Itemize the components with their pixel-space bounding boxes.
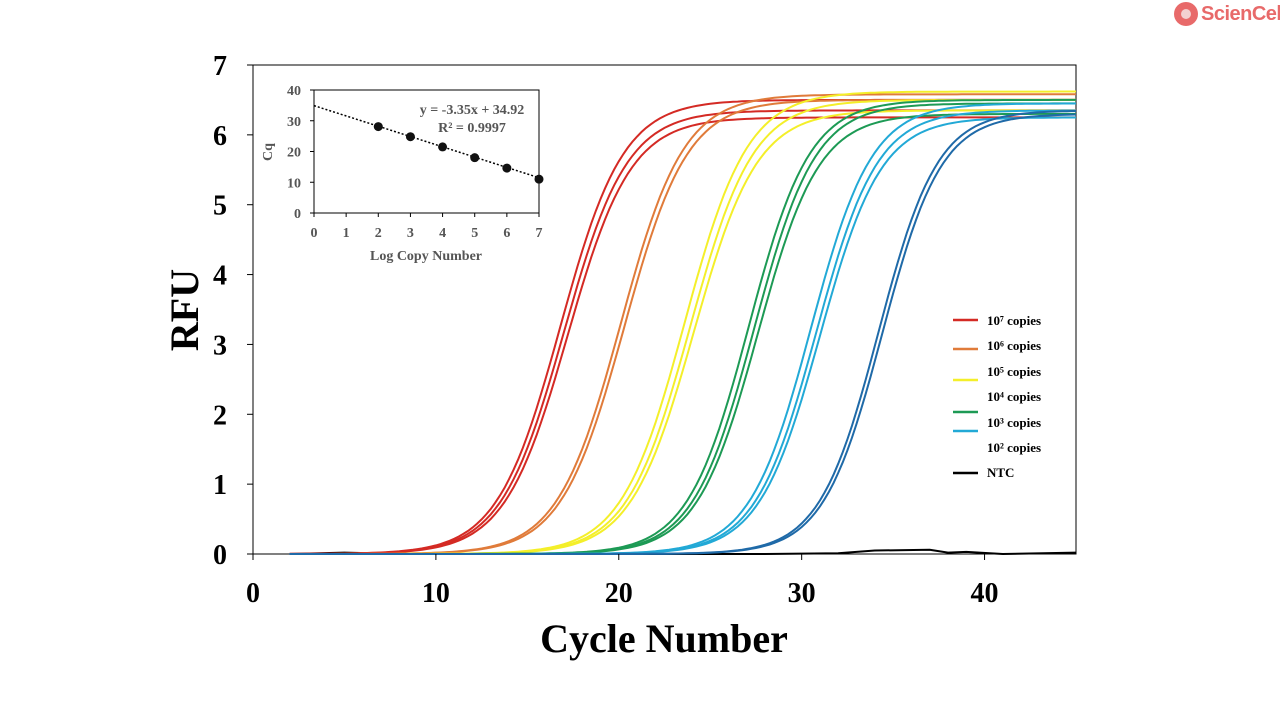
inset-x-tick-label: 4	[439, 226, 446, 241]
inset-data-point	[438, 142, 448, 152]
legend-label: 10³ copies	[987, 415, 1041, 430]
x-axis-ticks: 0 10 20 30 40	[246, 554, 999, 609]
inset-y-tick-label: 20	[287, 146, 301, 161]
inset-y-tick-label: 30	[287, 115, 301, 130]
y-axis-title: RFU	[162, 269, 207, 351]
y-tick-label: 4	[213, 261, 227, 292]
legend-label: 10⁶ copies	[987, 338, 1041, 353]
inset-equation: y = -3.35x + 34.92	[420, 103, 525, 118]
inset-data-point	[534, 174, 544, 184]
x-tick-label: 40	[971, 578, 999, 609]
sciencell-logo: ScienCell	[1174, 2, 1280, 26]
inset-x-tick-label: 7	[536, 226, 543, 241]
legend-label: 10⁷ copies	[987, 313, 1041, 328]
logo-text: ScienCell	[1201, 2, 1280, 25]
inset-data-point	[470, 153, 480, 163]
y-tick-label: 3	[213, 330, 227, 361]
x-tick-label: 0	[246, 578, 260, 609]
y-tick-label: 1	[213, 470, 227, 501]
inset-data-point	[405, 132, 415, 142]
y-tick-label: 6	[213, 121, 227, 152]
inset-data-point	[502, 163, 512, 173]
x-axis-title: Cycle Number	[540, 616, 788, 661]
logo-circle-icon	[1174, 2, 1198, 26]
y-tick-label: 0	[213, 540, 227, 571]
x-tick-label: 10	[422, 578, 450, 609]
inset-x-tick-label: 6	[503, 226, 510, 241]
legend: 10⁷ copies 10⁶ copies 10⁵ copies 10⁴ copies…	[953, 313, 1041, 480]
x-tick-label: 20	[605, 578, 633, 609]
inset-x-tick-label: 3	[407, 226, 414, 241]
inset-r2: R² = 0.9997	[438, 121, 506, 136]
x-tick-label: 30	[788, 578, 816, 609]
y-tick-label: 2	[213, 400, 227, 431]
inset-y-title: Cq	[261, 143, 276, 161]
y-tick-label: 5	[213, 191, 227, 222]
inset-x-title: Log Copy Number	[370, 249, 482, 264]
inset-data-point	[373, 122, 383, 132]
legend-label: 10² copies	[987, 440, 1041, 455]
inset-y-tick-label: 10	[287, 176, 301, 191]
legend-label: 10⁴ copies	[987, 389, 1041, 404]
y-axis-ticks: 0 1 2 3 4 5 6 7	[213, 51, 253, 571]
inset-y-tick-label: 40	[287, 84, 301, 99]
inset-x-tick-label: 0	[311, 226, 318, 241]
amplification-curves	[289, 90, 1077, 556]
y-tick-label: 7	[213, 51, 227, 82]
inset-x-tick-label: 1	[343, 226, 350, 241]
standard-curve-inset: y = -3.35x + 34.92 R² = 0.9997 Log Copy …	[261, 84, 544, 264]
inset-plot-frame	[313, 89, 540, 214]
inset-trendline	[313, 104, 540, 179]
legend-label: NTC	[987, 465, 1014, 480]
series-blue-replicate-line	[289, 113, 1077, 555]
inset-y-tick-label: 0	[294, 207, 301, 222]
legend-label: 10⁵ copies	[987, 364, 1041, 379]
inset-x-tick-label: 5	[471, 226, 478, 241]
inset-x-tick-label: 2	[375, 226, 382, 241]
